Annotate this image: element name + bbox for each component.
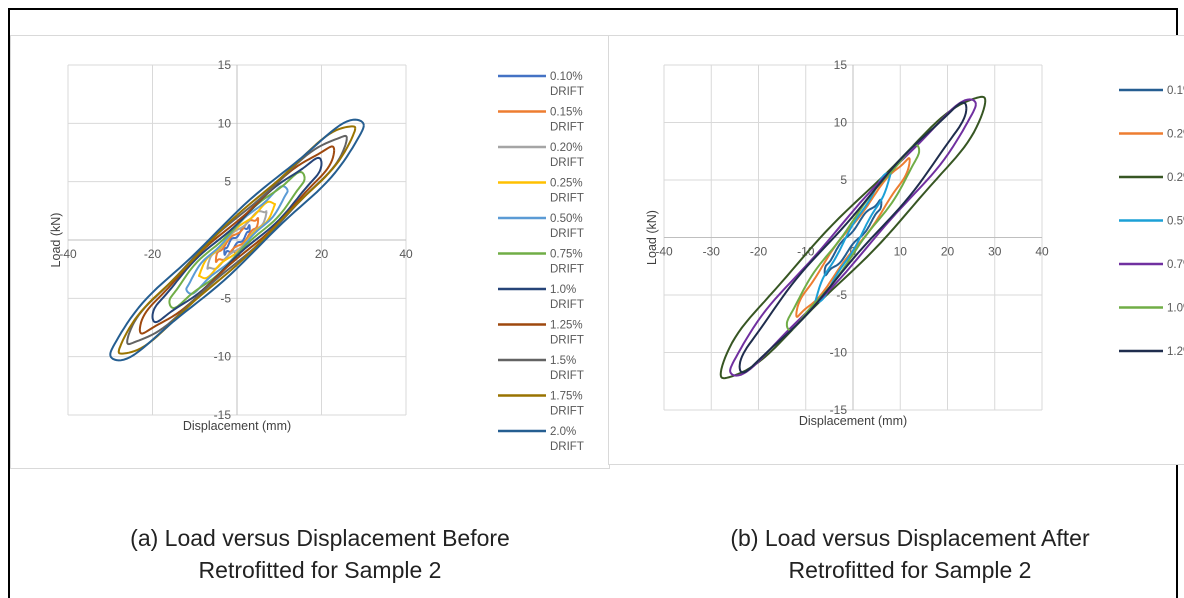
series-loop [109,118,365,362]
x-axis-title: Displacement (mm) [183,419,291,433]
legend-label: 0.50% DRIFT [550,213,584,240]
y-axis-title: Load (kN) [645,210,659,265]
caption-a: (a) Load versus Displacement Before Retr… [40,522,600,586]
legend-label: 1.5% DRIFT [550,355,584,382]
series-loop [151,156,323,324]
y-tick-label: -15 [214,408,232,422]
y-tick-label: -5 [220,291,231,305]
x-tick-label: -20 [750,245,768,259]
series-loop [719,95,987,380]
legend-label: 0.20% DRIFT [550,142,584,169]
legend-label: 0.10% DRIFT [550,71,584,98]
legend-label: 1.25% DRIFT [550,320,584,347]
series-loop [198,200,276,280]
chart-panel-a: -40 -20 0 20 40 -15 -10 -5 5 10 15 Displacement (mm… [10,35,610,469]
y-axis-title: Load (kN) [49,213,63,268]
legend-label: 0.7% [1167,259,1184,271]
y-tick-label: 5 [224,175,231,189]
legend-label: 0.15% DRIFT [550,107,584,134]
legend-label: 1.0% [1167,303,1184,315]
x-tick-label: -20 [144,247,162,261]
x-tick-label: -40 [655,245,673,259]
series-loop [729,98,977,377]
y-tick-label: 10 [218,116,232,130]
y-tick-label: 15 [834,58,848,72]
series-loop [795,157,911,318]
x-tick-label: 20 [941,245,955,259]
x-tick-label: -40 [59,247,77,261]
legend-label: 0.2% [1167,129,1184,141]
series-loop [738,101,968,374]
series-loop [823,198,883,277]
y-tick-label: -5 [836,288,847,302]
y-tick-label: -10 [830,346,848,360]
legend-label: 0.75% DRIFT [550,249,584,276]
legend-label: 2.0% DRIFT [550,426,584,453]
caption-a-line2: Retrofitted for Sample 2 [198,557,442,583]
series-loop [785,143,921,332]
caption-b: (b) Load versus Displacement After Retro… [630,522,1184,586]
series-loop [117,125,357,355]
legend-label: 0.2% [1167,172,1184,184]
series-loop [168,171,306,309]
y-tick-label: 15 [218,58,232,72]
chart-b-svg: -40 -30 -20 -10 0 10 20 30 40-15-10-551015Displa… [645,58,1184,428]
legend-label: 0.25% DRIFT [550,178,584,205]
y-tick-label: -10 [214,350,232,364]
x-tick-label: 40 [1035,245,1049,259]
x-tick-label: 40 [399,247,413,261]
x-tick-label: 20 [315,247,329,261]
legend-label: 1.75% DRIFT [550,391,584,418]
x-tick-label: -30 [703,245,721,259]
chart-panel-b: -40 -30 -20 -10 0 10 20 30 40 -15 -10 -5 5 10 15 Displa… [608,35,1184,465]
caption-b-line2: Retrofitted for Sample 2 [788,557,1032,583]
y-tick-label: 10 [834,116,848,130]
series-loop [185,185,289,295]
legend-label: 0.5% [1167,216,1184,228]
legend-label: 1.0% DRIFT [550,284,584,311]
y-tick-label: 5 [840,173,847,187]
caption-a-line1: (a) Load versus Displacement Before [130,525,510,551]
x-axis-title: Displacement (mm) [799,414,907,428]
y-tick-label: -15 [830,403,848,417]
legend-label: 0.1% [1167,85,1184,97]
legend-label: 1.2% [1167,346,1184,358]
caption-b-line1: (b) Load versus Displacement After [730,525,1090,551]
x-tick-label: 30 [988,245,1002,259]
x-tick-label: 10 [894,245,908,259]
